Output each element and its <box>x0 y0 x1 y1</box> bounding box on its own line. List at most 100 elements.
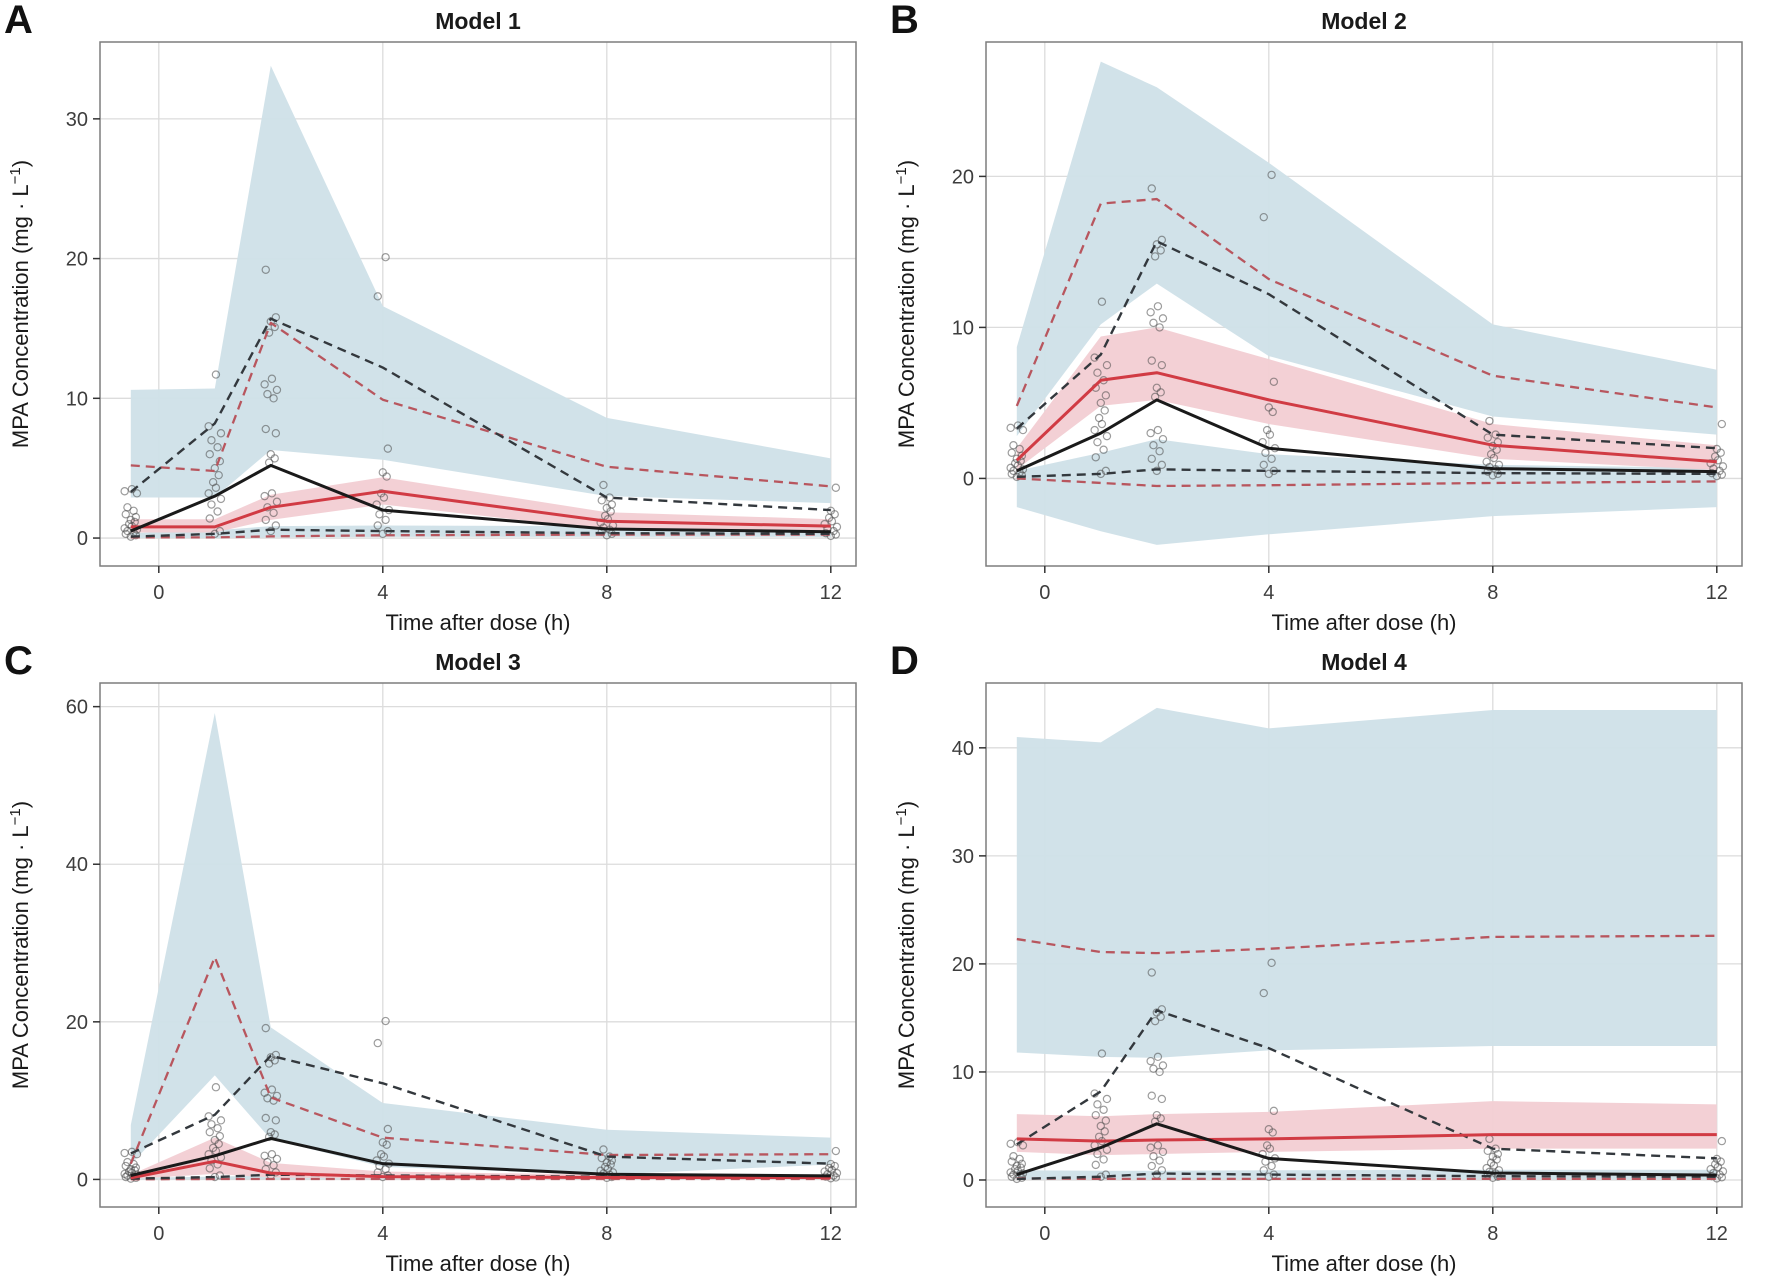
observation-point <box>1262 425 1272 435</box>
observation-point <box>1147 968 1156 977</box>
observation-point <box>1102 1094 1112 1104</box>
upper-percentile-ci-band <box>1016 61 1717 437</box>
observation-point <box>824 1163 834 1173</box>
x-tick-label: 0 <box>153 582 164 604</box>
observation-point <box>213 507 222 516</box>
observation-point <box>1149 440 1158 450</box>
observation-point <box>208 1143 218 1153</box>
panel-model-3: 0 20 40 60 0 4 8 12 Time after dose (h) MPA Conce… <box>0 639 886 1282</box>
observation-point <box>378 1138 387 1147</box>
observation-point <box>1264 1172 1273 1181</box>
observation-point <box>1485 416 1494 426</box>
observation-point <box>1267 454 1276 463</box>
observation-point <box>1102 360 1112 370</box>
y-tick-label: 20 <box>952 954 974 976</box>
observation-point <box>1093 437 1102 447</box>
observation-point <box>1153 425 1163 435</box>
model-1-chart: 0 10 20 30 0 4 8 12 Time after dose (h) MPA Conce… <box>7 41 857 635</box>
panel-title-model-4: Model 4 <box>1321 649 1407 675</box>
observation-point <box>599 1145 608 1154</box>
observed-p025-line <box>1016 468 1717 479</box>
observation-point <box>379 1152 389 1161</box>
x-tick-label: 8 <box>601 582 612 604</box>
upper-percentile-ci-band <box>1016 707 1717 1058</box>
observation-point <box>1146 1056 1155 1066</box>
observation-point <box>1718 462 1728 471</box>
observed-median-line <box>1016 398 1717 474</box>
x-tick-label: 4 <box>377 1223 388 1245</box>
observation-point <box>1152 383 1161 393</box>
observation-point <box>1153 302 1163 311</box>
simulated-median-line <box>130 489 831 529</box>
observation-point <box>207 436 216 445</box>
upper-percentile-ci-band <box>130 712 831 1175</box>
observation-point <box>129 506 138 516</box>
x-tick-label: 0 <box>1039 1223 1050 1245</box>
observation-point <box>1007 1172 1016 1181</box>
observation-point <box>1718 1167 1728 1176</box>
observation-point <box>1158 434 1168 444</box>
y-tick-label: 40 <box>952 738 974 760</box>
observation-point <box>826 1159 836 1169</box>
observation-point <box>1093 1149 1102 1159</box>
x-tick-label: 12 <box>1706 1223 1728 1245</box>
observation-point <box>378 468 387 477</box>
observation-point <box>120 524 129 533</box>
x-tick-label: 4 <box>1263 582 1274 604</box>
observation-point <box>208 477 218 487</box>
observation-point <box>381 1016 390 1026</box>
model-4-chart: 0 10 20 30 40 0 4 8 12 Time after dose (h) MPA Con… <box>893 682 1743 1276</box>
observation-point <box>211 370 221 379</box>
observation-point <box>271 429 281 438</box>
observed-p975-line <box>130 317 831 512</box>
panel-border <box>99 41 857 567</box>
y-tick-label: 20 <box>952 166 974 188</box>
observation-point <box>1149 318 1158 328</box>
median-ci-band <box>1016 327 1717 471</box>
panel-border <box>99 682 857 1208</box>
observation-point <box>261 515 270 525</box>
observation-point <box>1155 1156 1164 1165</box>
observation-point <box>1101 1170 1111 1179</box>
simulated-p975-line <box>1015 197 1717 409</box>
observation-point <box>205 450 214 459</box>
observation-point <box>1158 314 1168 323</box>
observation-point <box>1262 1141 1272 1150</box>
observed-median-line <box>1016 1122 1717 1177</box>
x-axis-title: Time after dose (h) <box>385 610 570 635</box>
simulated-p025-line <box>1016 477 1717 488</box>
observed-p975-line <box>1016 240 1717 450</box>
y-tick-label: 0 <box>963 1170 974 1192</box>
observation-point <box>1157 1094 1167 1104</box>
observation-point <box>1096 1121 1105 1131</box>
observation-point <box>1717 419 1727 429</box>
observation-point <box>1147 454 1156 463</box>
observation-point <box>216 429 226 438</box>
observation-point <box>261 265 270 274</box>
observation-point <box>1146 308 1155 317</box>
observation-point <box>1158 1061 1168 1070</box>
observation-point <box>1146 428 1155 438</box>
observation-point <box>375 510 384 519</box>
y-tick-label: 40 <box>66 854 88 876</box>
observation-point <box>1012 1161 1022 1171</box>
observation-point <box>1259 460 1268 470</box>
observation-point <box>1706 459 1715 468</box>
panel-letter-b: B <box>890 0 919 42</box>
observation-point <box>1153 1052 1163 1062</box>
observation-point <box>213 1124 222 1133</box>
observation-point <box>270 322 279 332</box>
simulated-p975-line <box>130 321 831 488</box>
observation-point <box>1097 297 1107 306</box>
median-ci-band <box>1016 1101 1717 1156</box>
observation-point <box>1093 1100 1102 1109</box>
observation-point <box>383 1124 393 1134</box>
observation-point <box>1259 212 1268 222</box>
observation-point <box>207 500 216 509</box>
observation-point <box>1009 440 1018 450</box>
observation-point <box>379 493 389 502</box>
observation-point <box>1269 1106 1279 1116</box>
observation-point <box>606 1160 615 1169</box>
observation-point <box>215 1171 225 1180</box>
